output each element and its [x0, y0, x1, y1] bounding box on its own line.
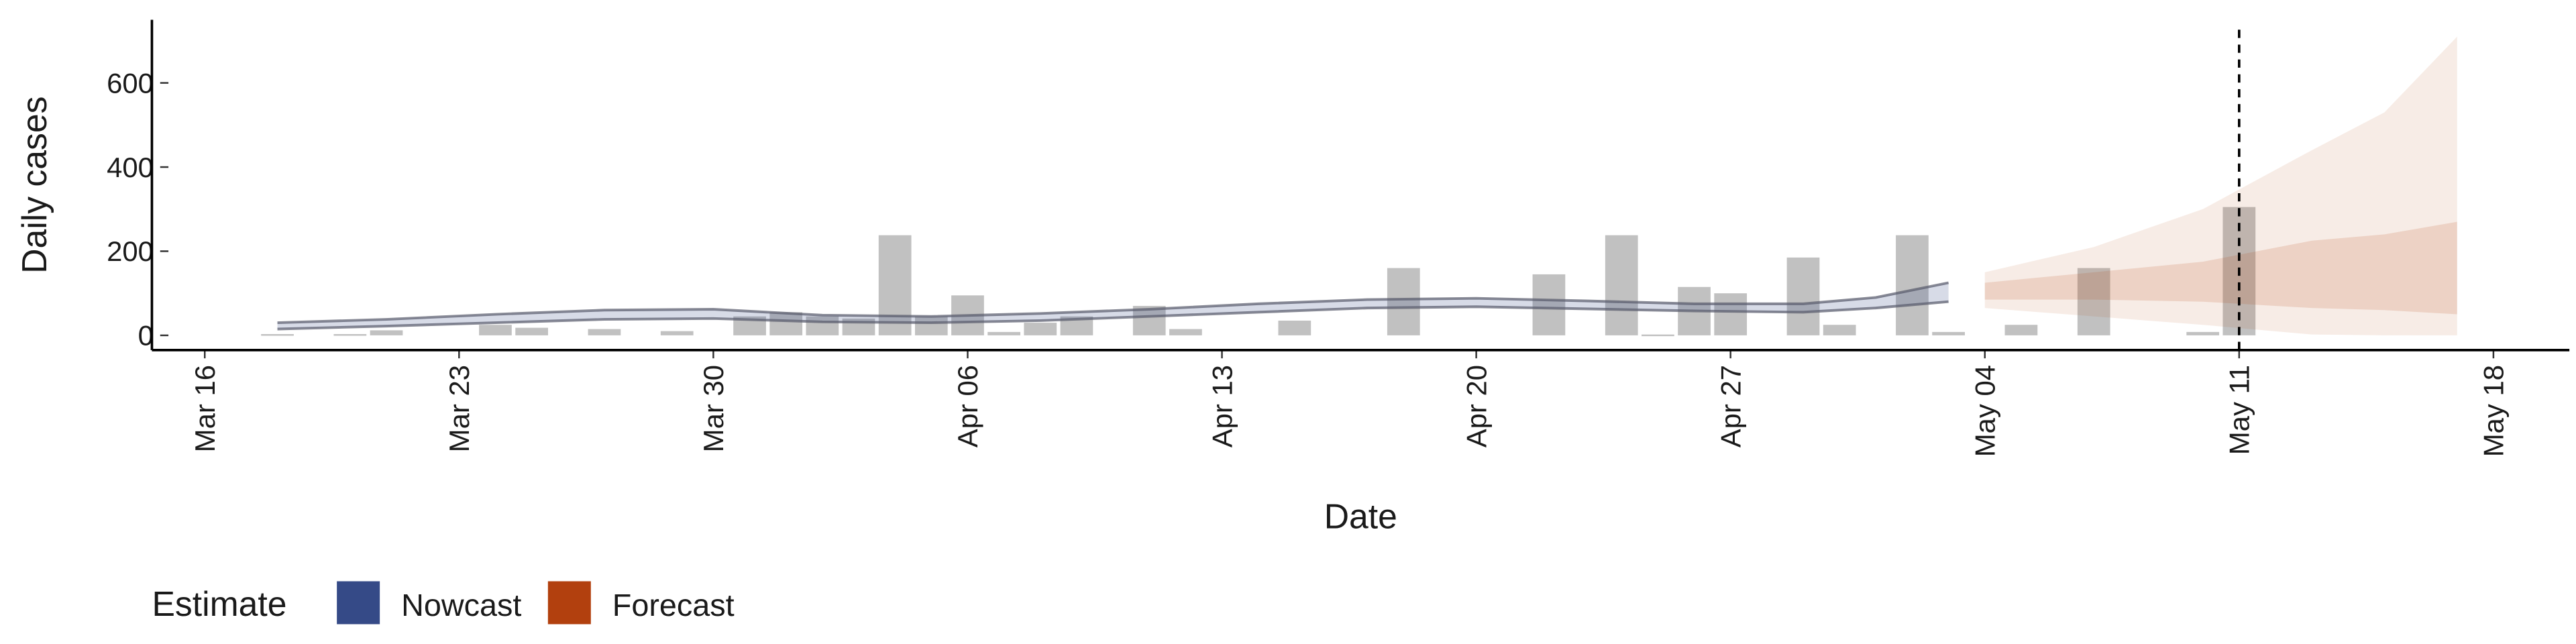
y-axis-title: Daily cases [15, 97, 54, 274]
bar [1714, 293, 1748, 335]
bar [806, 316, 839, 335]
bar [1278, 320, 1311, 335]
bar [1169, 329, 1202, 335]
legend-swatch [547, 581, 591, 625]
bar [2004, 325, 2038, 335]
bar [914, 316, 948, 335]
x-tick-label: May 11 [2224, 365, 2255, 455]
bar [1387, 268, 1420, 335]
bar [1642, 334, 1674, 337]
bar [769, 312, 803, 335]
legend-label: Forecast [612, 588, 735, 623]
x-tick-label: Apr 13 [1206, 365, 1238, 447]
x-axis-title: Date [1324, 497, 1397, 536]
bar [878, 235, 912, 335]
x-tick-label: May 04 [1970, 365, 2001, 457]
bar [1896, 235, 1929, 335]
bar [987, 331, 1020, 335]
bar [261, 334, 294, 336]
x-tick-label: May 18 [2478, 365, 2510, 457]
x-tick-label: Mar 16 [189, 365, 221, 452]
x-tick-label: Apr 06 [952, 365, 983, 447]
y-tick-label: 400 [107, 152, 154, 183]
bar [333, 334, 367, 336]
legend-title: Estimate [152, 584, 286, 623]
bar [479, 325, 512, 335]
y-tick-label: 200 [107, 235, 154, 267]
forecast-band-outer [1984, 36, 2457, 335]
bar [2186, 331, 2220, 335]
legend-label: Nowcast [401, 588, 521, 623]
x-tick-label: Apr 20 [1460, 365, 1492, 447]
y-tick-label: 0 [138, 320, 154, 352]
x-tick-label: Apr 27 [1715, 365, 1746, 447]
y-tick-label: 600 [107, 67, 154, 99]
legend-swatch [337, 581, 380, 625]
bar [1605, 235, 1638, 335]
bar [1823, 325, 1856, 335]
bar [588, 329, 621, 335]
x-tick-label: Mar 30 [698, 365, 729, 452]
bar [1932, 331, 1965, 335]
bar [660, 331, 694, 335]
bar [2077, 268, 2110, 335]
x-tick-label: Mar 23 [443, 365, 475, 452]
bar [1786, 257, 1820, 335]
bar [515, 327, 548, 335]
bar [370, 330, 403, 335]
nowcast-line [277, 281, 1949, 325]
forecast-band-inner [1984, 221, 2457, 315]
bar [1024, 323, 1057, 335]
nowcast-line [277, 300, 1949, 331]
bar [1532, 274, 1566, 335]
